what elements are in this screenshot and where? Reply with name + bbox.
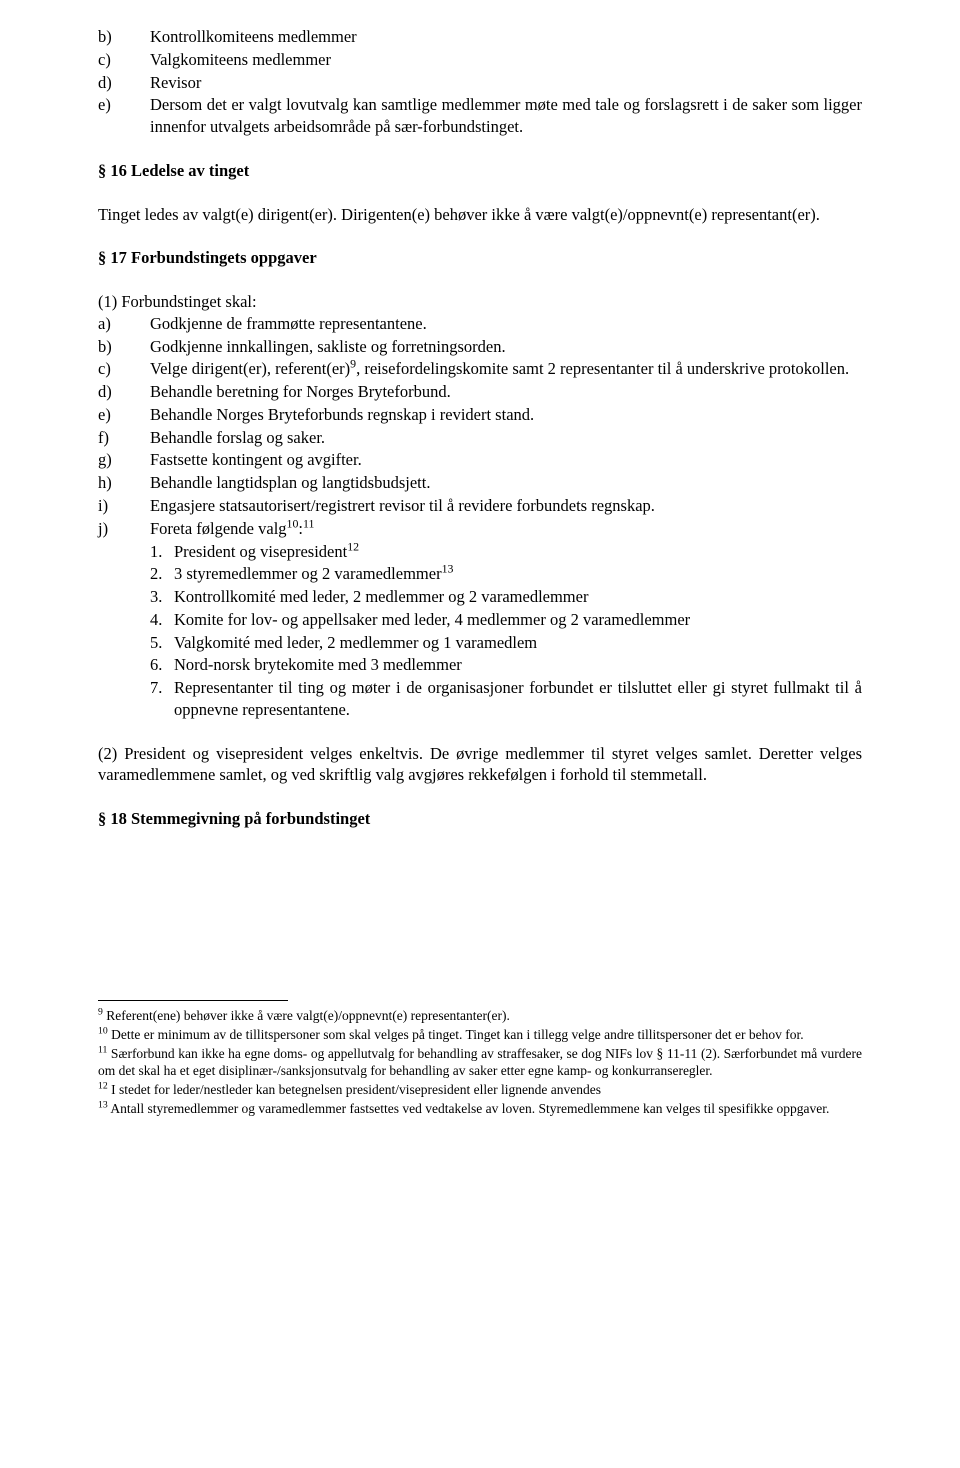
list-item: i) Engasjere statsautorisert/registrert …: [98, 495, 862, 517]
footnote-text: I stedet for leder/nestleder kan betegne…: [108, 1082, 601, 1097]
list-item: j) Foreta følgende valg10:11: [98, 518, 862, 540]
list-item: b) Godkjenne innkallingen, sakliste og f…: [98, 336, 862, 358]
sub-list-item: 2. 3 styremedlemmer og 2 varamedlemmer13: [150, 563, 862, 585]
sub-list-item: 4. Komite for lov- og appellsaker med le…: [150, 609, 862, 631]
section-16-body: Tinget ledes av valgt(e) dirigent(er). D…: [98, 204, 862, 226]
sub-num: 7.: [150, 677, 174, 721]
sub-num: 6.: [150, 654, 174, 676]
sub-text: Representanter til ting og møter i de or…: [174, 677, 862, 721]
section-16-heading: § 16 Ledelse av tinget: [98, 160, 862, 182]
list-item: d) Revisor: [98, 72, 862, 94]
footnote-ref: 10: [287, 516, 299, 530]
list-text: Behandle forslag og saker.: [150, 427, 862, 449]
list-item: f) Behandle forslag og saker.: [98, 427, 862, 449]
list-letter: e): [98, 404, 150, 426]
footnote-number: 13: [98, 1100, 108, 1111]
list-item: c) Velge dirigent(er), referent(er)9, re…: [98, 358, 862, 380]
list-item: a) Godkjenne de frammøtte representanten…: [98, 313, 862, 335]
footnote-text: Referent(ene) behøver ikke å være valgt(…: [103, 1008, 510, 1023]
footnote-text: Særforbund kan ikke ha egne doms- og app…: [98, 1046, 862, 1079]
sub-list-item: 1. President og visepresident12: [150, 541, 862, 563]
sub-list-item: 3. Kontrollkomité med leder, 2 medlemmer…: [150, 586, 862, 608]
list-letter: d): [98, 381, 150, 403]
section-17-intro: (1) Forbundstinget skal:: [98, 291, 862, 313]
footnote-ref: 11: [303, 516, 314, 530]
list-letter: d): [98, 72, 150, 94]
sub-num: 2.: [150, 563, 174, 585]
section-18-heading: § 18 Stemmegivning på forbundstinget: [98, 808, 862, 830]
list-text: Dersom det er valgt lovutvalg kan samtli…: [150, 94, 862, 138]
text-post: , reisefordelingskomite samt 2 represent…: [356, 359, 849, 378]
document-page: b) Kontrollkomiteens medlemmer c) Valgko…: [0, 0, 960, 1468]
list-item: e) Dersom det er valgt lovutvalg kan sam…: [98, 94, 862, 138]
list-letter: i): [98, 495, 150, 517]
text-pre: Foreta følgende valg: [150, 519, 287, 538]
list-letter: j): [98, 518, 150, 540]
list-item: b) Kontrollkomiteens medlemmer: [98, 26, 862, 48]
footnote-ref: 12: [347, 539, 359, 553]
list-letter: b): [98, 26, 150, 48]
sub-text: President og visepresident12: [174, 541, 862, 563]
text-pre: Velge dirigent(er), referent(er): [150, 359, 350, 378]
list-text: Revisor: [150, 72, 862, 94]
section-17-heading: § 17 Forbundstingets oppgaver: [98, 247, 862, 269]
text-pre: 3 styremedlemmer og 2 varamedlemmer: [174, 564, 442, 583]
list-letter: g): [98, 449, 150, 471]
sub-text: Nord-norsk brytekomite med 3 medlemmer: [174, 654, 862, 676]
list-text: Valgkomiteens medlemmer: [150, 49, 862, 71]
footnote: 11 Særforbund kan ikke ha egne doms- og …: [98, 1045, 862, 1081]
footnote: 12 I stedet for leder/nestleder kan bete…: [98, 1081, 862, 1099]
list-text: Behandle beretning for Norges Bryteforbu…: [150, 381, 862, 403]
list-item: h) Behandle langtidsplan og langtidsbuds…: [98, 472, 862, 494]
footnote-number: 12: [98, 1081, 108, 1092]
list-letter: c): [98, 358, 150, 380]
text-pre: President og visepresident: [174, 542, 347, 561]
footnote: 13 Antall styremedlemmer og varamedlemme…: [98, 1100, 862, 1118]
sub-text: Kontrollkomité med leder, 2 medlemmer og…: [174, 586, 862, 608]
sub-list-item: 5. Valgkomité med leder, 2 medlemmer og …: [150, 632, 862, 654]
list-item: c) Valgkomiteens medlemmer: [98, 49, 862, 71]
list-text: Kontrollkomiteens medlemmer: [150, 26, 862, 48]
list-letter: a): [98, 313, 150, 335]
list-text: Godkjenne de frammøtte representantene.: [150, 313, 862, 335]
top-list: b) Kontrollkomiteens medlemmer c) Valgko…: [98, 26, 862, 138]
list-letter: b): [98, 336, 150, 358]
list-text: Behandle langtidsplan og langtidsbudsjet…: [150, 472, 862, 494]
sub-text: Valgkomité med leder, 2 medlemmer og 1 v…: [174, 632, 862, 654]
footnotes-region: 9 Referent(ene) behøver ikke å være valg…: [98, 1000, 862, 1118]
list-text: Behandle Norges Bryteforbunds regnskap i…: [150, 404, 862, 426]
sub-text: Komite for lov- og appellsaker med leder…: [174, 609, 862, 631]
sub-num: 5.: [150, 632, 174, 654]
footnote-text: Dette er minimum av de tillitspersoner s…: [108, 1027, 804, 1042]
list-item: g) Fastsette kontingent og avgifter.: [98, 449, 862, 471]
list-item: d) Behandle beretning for Norges Brytefo…: [98, 381, 862, 403]
list-letter: h): [98, 472, 150, 494]
footnote-number: 11: [98, 1044, 107, 1055]
sub-num: 3.: [150, 586, 174, 608]
list-letter: c): [98, 49, 150, 71]
list-text: Velge dirigent(er), referent(er)9, reise…: [150, 358, 862, 380]
sub-text: 3 styremedlemmer og 2 varamedlemmer13: [174, 563, 862, 585]
footnote-text: Antall styremedlemmer og varamedlemmer f…: [108, 1101, 830, 1116]
list-letter: e): [98, 94, 150, 138]
list-text: Foreta følgende valg10:11: [150, 518, 862, 540]
footnote-ref: 13: [442, 562, 454, 576]
sub-num: 1.: [150, 541, 174, 563]
list-item: e) Behandle Norges Bryteforbunds regnska…: [98, 404, 862, 426]
list-text: Engasjere statsautorisert/registrert rev…: [150, 495, 862, 517]
footnote-number: 10: [98, 1025, 108, 1036]
sub-list-item: 7. Representanter til ting og møter i de…: [150, 677, 862, 721]
list-text: Godkjenne innkallingen, sakliste og forr…: [150, 336, 862, 358]
footnote: 9 Referent(ene) behøver ikke å være valg…: [98, 1007, 862, 1025]
list-text: Fastsette kontingent og avgifter.: [150, 449, 862, 471]
section-17-para2: (2) President og visepresident velges en…: [98, 743, 862, 787]
sub-num: 4.: [150, 609, 174, 631]
footnote: 10 Dette er minimum av de tillitspersone…: [98, 1026, 862, 1044]
list-letter: f): [98, 427, 150, 449]
sub-list-item: 6. Nord-norsk brytekomite med 3 medlemme…: [150, 654, 862, 676]
section-17-list: a) Godkjenne de frammøtte representanten…: [98, 313, 862, 721]
footnote-separator: [98, 1000, 288, 1001]
